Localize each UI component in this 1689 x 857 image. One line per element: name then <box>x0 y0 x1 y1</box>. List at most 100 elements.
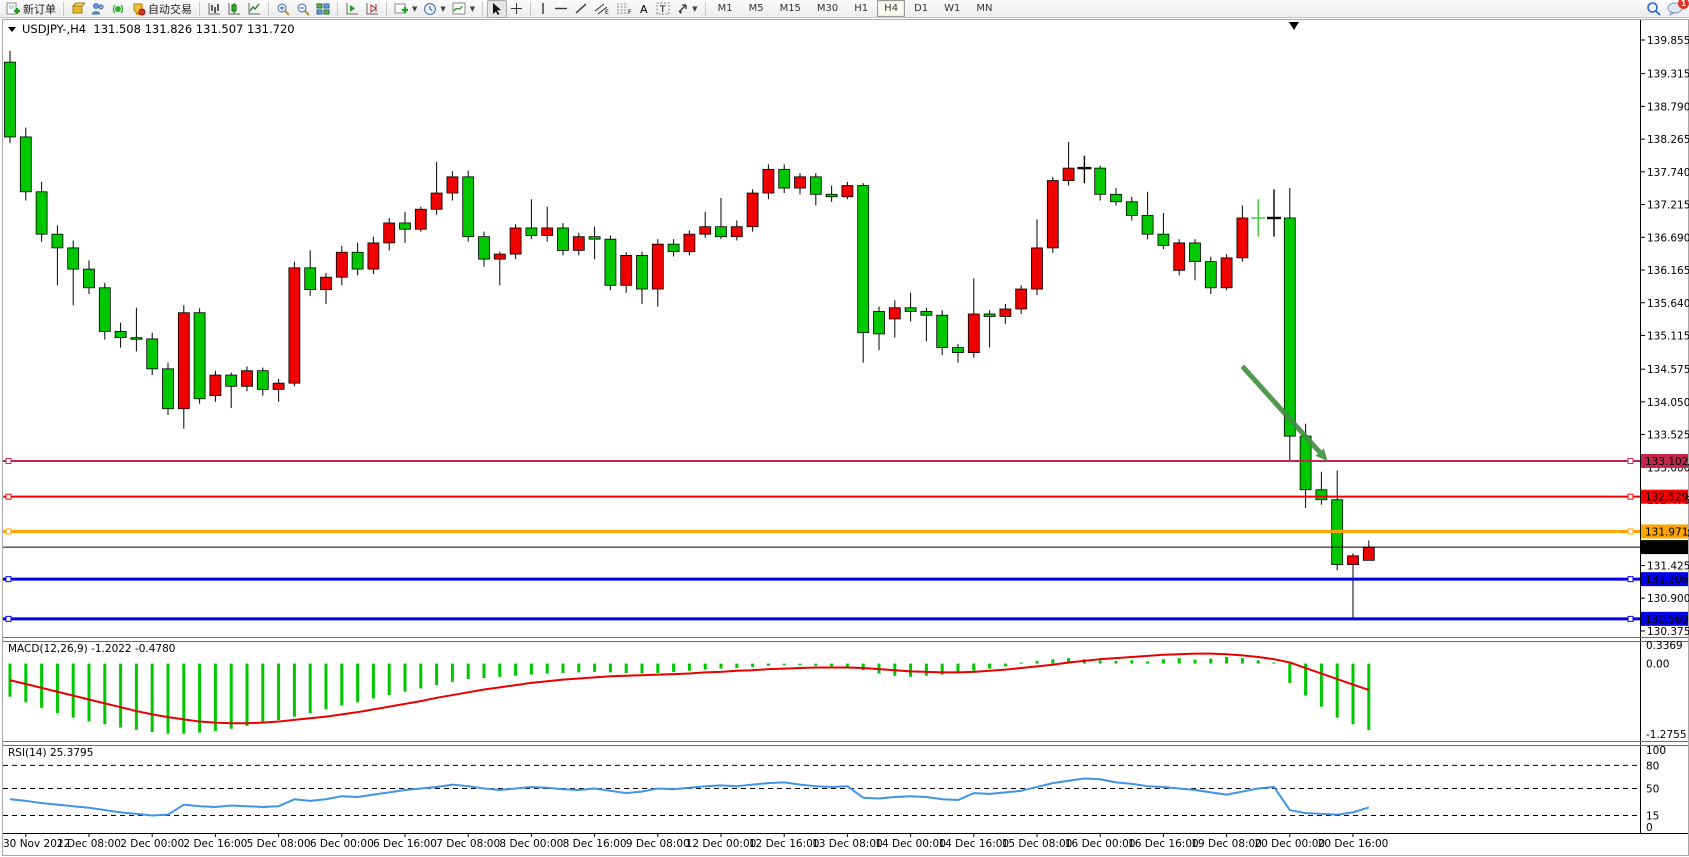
trend-arrow-annotation[interactable] <box>1240 364 1328 462</box>
line-handle[interactable] <box>1627 493 1634 500</box>
svg-text:T: T <box>659 5 666 15</box>
chart-shift-button[interactable] <box>362 1 382 17</box>
price-badge-132.529: 132.529 <box>1641 489 1688 504</box>
timeframe-MN[interactable]: MN <box>976 3 993 14</box>
tile-windows-button[interactable] <box>313 1 333 17</box>
candle-body <box>98 287 111 332</box>
notifications-button[interactable]: 1 <box>1667 0 1689 16</box>
zoom-out-icon <box>297 3 310 16</box>
zoom-out-button[interactable] <box>293 1 313 17</box>
line-handle[interactable] <box>1627 457 1634 464</box>
one-click-trading-toggle[interactable] <box>8 27 16 32</box>
candle-body <box>1125 201 1138 216</box>
candle-body <box>1236 217 1249 259</box>
navigator-people-icon <box>91 3 104 15</box>
svg-text:30 Nov 2022: 30 Nov 2022 <box>3 838 70 850</box>
line-handle[interactable] <box>1627 576 1634 583</box>
line-handle[interactable] <box>5 576 12 583</box>
candle-body <box>162 368 174 410</box>
line-handle[interactable] <box>1627 528 1634 535</box>
search-icon[interactable] <box>1646 1 1661 16</box>
candle-body <box>399 222 411 230</box>
candle-body <box>1283 217 1296 437</box>
cursor-button[interactable] <box>487 0 508 18</box>
clock-icon <box>424 2 437 15</box>
trendline-tool[interactable] <box>571 1 591 17</box>
timeframe-M30[interactable]: M30 <box>816 3 839 14</box>
market-watch-button[interactable] <box>68 1 88 17</box>
candle-body <box>904 307 917 312</box>
candle-body <box>983 313 996 317</box>
chart-window[interactable]: 139.855 139.315 138.790 138.265 137.740 137.2… <box>0 19 1689 857</box>
channel-tool[interactable]: E <box>591 1 613 17</box>
new-order-button[interactable]: 新订单 <box>3 1 59 17</box>
line-handle[interactable] <box>5 615 12 622</box>
timeframe-M5[interactable]: M5 <box>748 3 764 14</box>
trendline-icon <box>575 3 587 14</box>
line-handle[interactable] <box>5 493 12 500</box>
svg-text:USDJPY-,H4 131.508 131.826 13: USDJPY-,H4 131.508 131.826 131.507 131.7… <box>22 22 295 36</box>
chart-canvas[interactable]: 139.855 139.315 138.790 138.265 137.740 137.2… <box>0 19 1689 857</box>
autotrading-button[interactable]: 自动交易 <box>128 1 195 17</box>
candle-chart-mode-button[interactable] <box>224 1 244 17</box>
timeframe-H1[interactable]: H1 <box>854 3 869 14</box>
line-handle[interactable] <box>5 457 12 464</box>
timeframe-M15[interactable]: M15 <box>779 3 801 14</box>
separator <box>530 1 532 16</box>
arrows-icon <box>678 4 687 14</box>
candle-body <box>462 176 475 238</box>
fibonacci-tool[interactable]: F <box>613 1 635 17</box>
svg-text:137.740: 137.740 <box>1647 167 1689 179</box>
separator <box>199 1 200 16</box>
zoom-in-button[interactable] <box>273 1 293 17</box>
bar-chart-mode-button[interactable] <box>204 1 224 17</box>
candle-body <box>1220 257 1233 289</box>
signal-icon <box>112 4 124 14</box>
candle-body <box>272 382 285 390</box>
svg-text:131.425: 131.425 <box>1647 561 1689 573</box>
svg-text:20 Dec 16:00: 20 Dec 16:00 <box>1318 838 1389 850</box>
cursor-icon <box>493 3 502 15</box>
candle-body <box>320 276 332 291</box>
signals-button[interactable] <box>108 1 128 17</box>
navigator-button[interactable] <box>88 1 108 17</box>
svg-text:134.575: 134.575 <box>1647 364 1689 376</box>
candle-body <box>414 208 427 230</box>
autotrading-icon <box>131 2 146 16</box>
macd-pane[interactable]: MACD(12,26,9) -1.2022 -0.4780 <box>8 643 1371 734</box>
candle-body <box>225 374 238 387</box>
timeframe-W1[interactable]: W1 <box>944 3 961 14</box>
svg-text:138.265: 138.265 <box>1647 134 1689 146</box>
crosshair-button[interactable] <box>507 1 526 17</box>
indicators-button[interactable]: ▼ <box>449 1 478 17</box>
svg-text:0: 0 <box>1646 822 1653 834</box>
candle-body <box>525 227 538 236</box>
candle-body <box>920 311 933 316</box>
line-handle[interactable] <box>1627 615 1634 622</box>
crosshair-icon <box>511 3 523 14</box>
svg-text:0.00: 0.00 <box>1646 659 1669 671</box>
label-tool[interactable]: T <box>653 1 673 17</box>
rsi-pane[interactable]: RSI(14) 25.3795 <box>8 747 1370 817</box>
horizontal-line-tool[interactable] <box>551 1 571 17</box>
arrows-tool[interactable]: ▼ <box>673 1 700 17</box>
svg-text:15 Dec 08:00: 15 Dec 08:00 <box>1002 838 1073 850</box>
candle-body <box>699 226 712 235</box>
period-button[interactable]: ▼ <box>420 1 448 17</box>
timeframe-D1[interactable]: D1 <box>914 3 929 14</box>
svg-text:14 Dec 00:00: 14 Dec 00:00 <box>875 838 946 850</box>
new-chart-button[interactable]: ▼ <box>391 1 420 17</box>
timeframe-M1[interactable]: M1 <box>717 3 733 14</box>
rsi-line <box>9 777 1370 817</box>
text-tool[interactable]: A <box>635 1 653 17</box>
line-chart-mode-button[interactable] <box>244 1 264 17</box>
auto-scroll-button[interactable] <box>342 1 362 17</box>
chart-shift-marker[interactable] <box>1289 22 1299 30</box>
new-order-icon <box>6 2 21 16</box>
text-icon: A <box>640 3 648 15</box>
line-handle[interactable] <box>5 528 12 535</box>
candle-body <box>209 374 222 397</box>
timeframe-H4[interactable]: H4 <box>877 0 906 17</box>
vertical-line-tool[interactable] <box>535 1 551 17</box>
